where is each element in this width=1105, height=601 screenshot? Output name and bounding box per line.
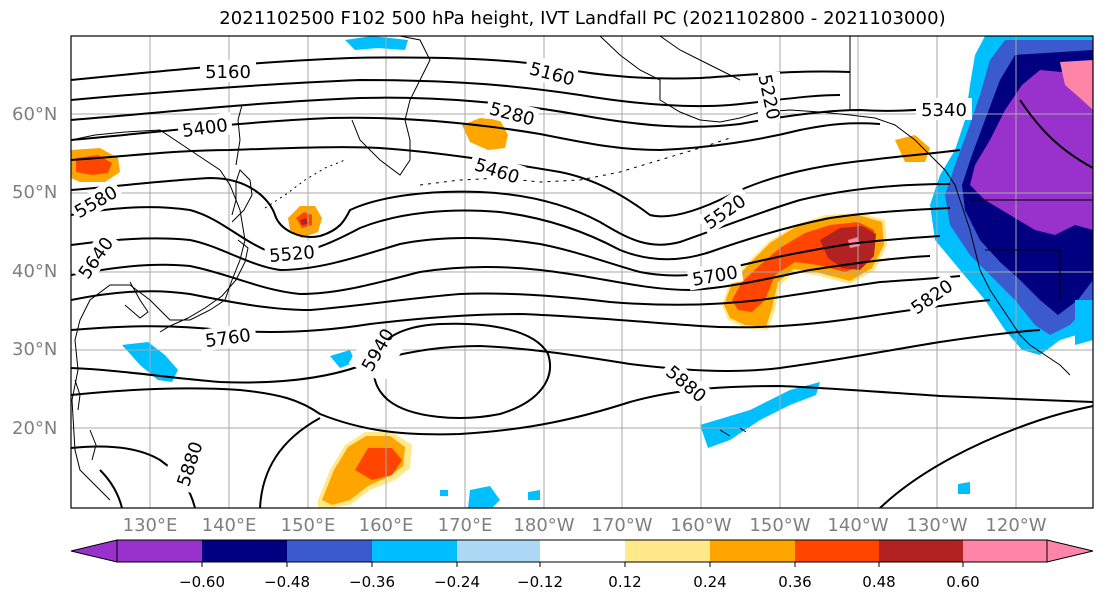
lon-label: 130°E xyxy=(122,515,178,536)
colorbar-tick-label: −0.12 xyxy=(517,573,563,591)
colorbar-segment xyxy=(879,540,963,562)
colorbar-segment xyxy=(540,540,625,562)
colorbar-tick-label: −0.60 xyxy=(179,573,225,591)
contour-label: 5520 xyxy=(268,242,315,267)
colorbar-tick-label: 0.12 xyxy=(608,573,642,591)
colorbar-segment xyxy=(457,540,540,562)
colorbar-segment xyxy=(372,540,457,562)
colorbar-extend-high xyxy=(1046,539,1094,563)
lon-label: 160°E xyxy=(358,515,414,536)
lon-label: 170°W xyxy=(591,515,653,536)
colorbar-segment xyxy=(625,540,710,562)
colorbar-tick-label: 0.60 xyxy=(946,573,980,591)
colorbar-tick-label: −0.24 xyxy=(434,573,480,591)
colorbar xyxy=(70,539,1094,567)
colorbar-tick-label: 0.36 xyxy=(778,573,812,591)
map-frame xyxy=(70,35,1094,509)
map-title: 2021102500 F102 500 hPa height, IVT Land… xyxy=(219,8,946,29)
lon-label: 170°E xyxy=(437,515,493,536)
lat-label: 50°N xyxy=(12,182,58,203)
lon-label: 150°W xyxy=(749,515,811,536)
lat-label: 20°N xyxy=(12,418,58,439)
colorbar-tick-label: −0.48 xyxy=(264,573,310,591)
lon-label: 140°E xyxy=(201,515,257,536)
lon-label: 130°W xyxy=(906,515,968,536)
height-contours xyxy=(71,56,1093,508)
lon-label: 140°W xyxy=(827,515,889,536)
colorbar-segment xyxy=(117,540,202,562)
colorbar-segment xyxy=(287,540,372,562)
contour-label-backgrounds xyxy=(71,53,972,497)
lat-label: 30°N xyxy=(12,339,58,360)
lat-label: 40°N xyxy=(12,261,58,282)
colorbar-tick-label: −0.36 xyxy=(349,573,395,591)
lon-label: 180°W xyxy=(513,515,575,536)
colorbar-segment xyxy=(202,540,287,562)
colorbar-segment xyxy=(963,540,1047,562)
colorbar-segment xyxy=(710,540,795,562)
colorbar-ticks xyxy=(201,562,964,567)
colorbar-segment xyxy=(795,540,879,562)
colorbar-tick-label: 0.48 xyxy=(862,573,896,591)
lon-label: 120°W xyxy=(985,515,1047,536)
lon-label: 150°E xyxy=(280,515,336,536)
contour-label: 5160 xyxy=(205,62,251,83)
lat-label: 60°N xyxy=(12,104,58,125)
contour-label: 5340 xyxy=(921,100,967,121)
lon-label: 160°W xyxy=(670,515,732,536)
colorbar-tick-label: 0.24 xyxy=(693,573,727,591)
colorbar-extend-low xyxy=(70,539,118,563)
